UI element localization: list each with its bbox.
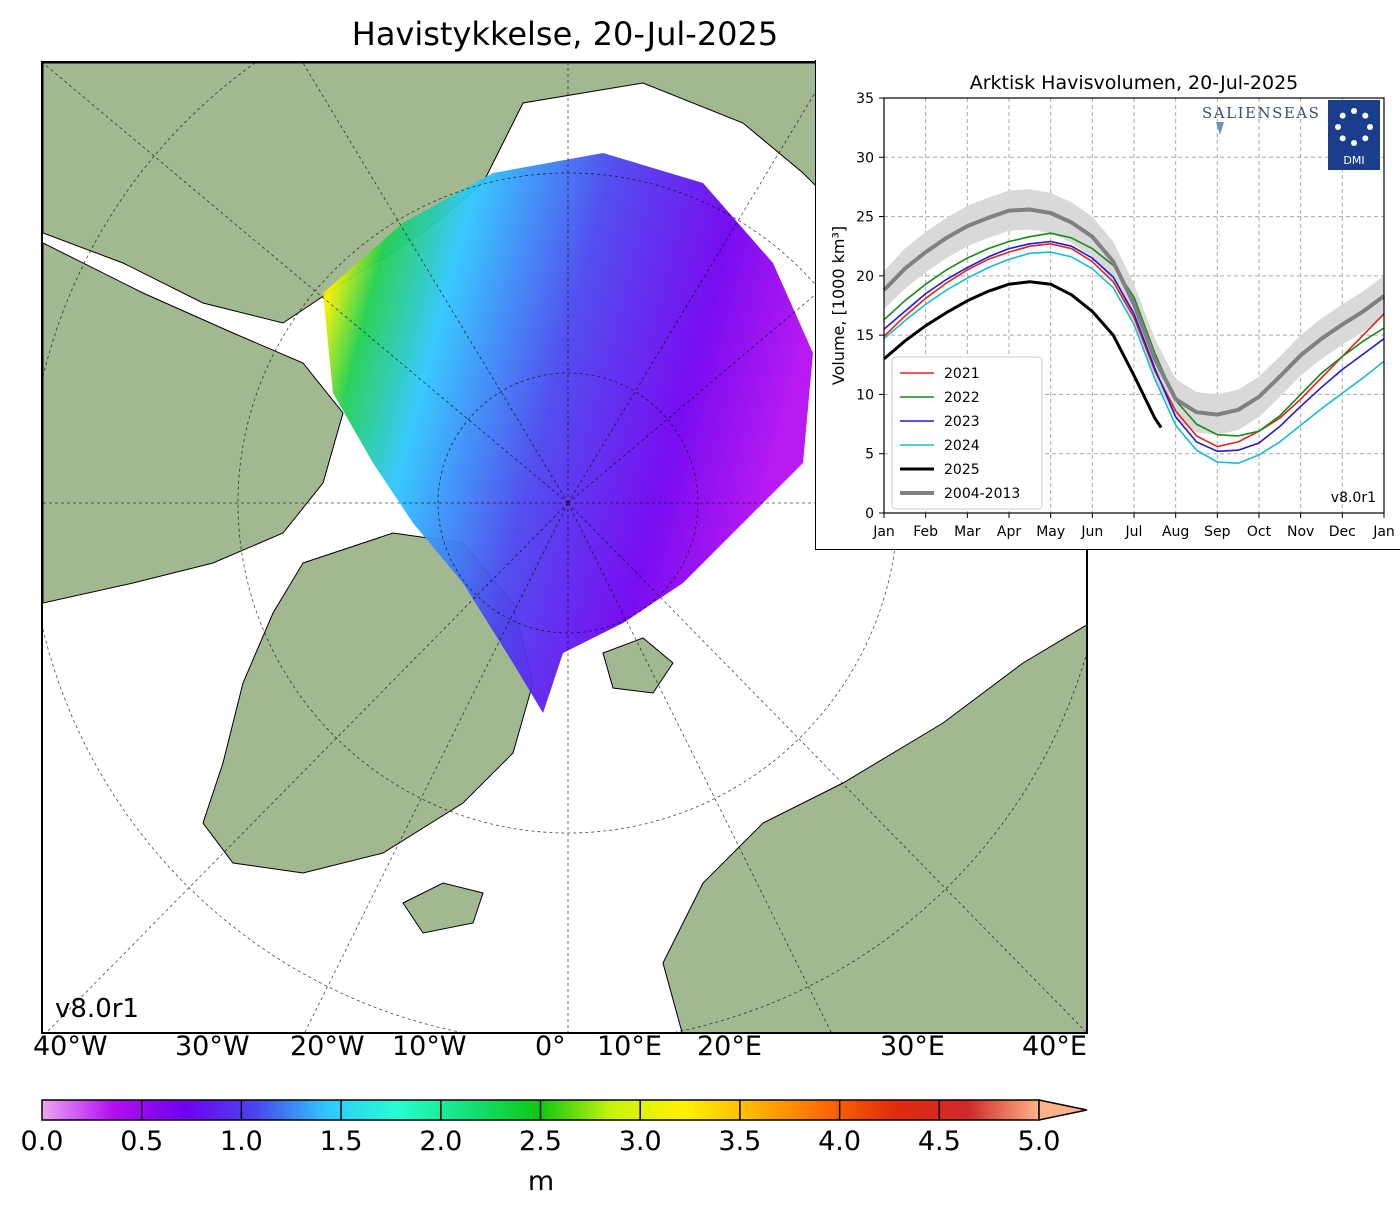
chart-series-line-2024 bbox=[883, 251, 1385, 464]
chart-version-label: v8.0r1 bbox=[1331, 490, 1376, 506]
chart-x-tick-label: Nov bbox=[1287, 524, 1314, 540]
chart-y-tick-label: 0 bbox=[865, 506, 874, 522]
dmi-logo-dot bbox=[1351, 140, 1357, 146]
chart-x-tick-label: Aug bbox=[1162, 524, 1189, 540]
dmi-logo-dot bbox=[1339, 112, 1346, 119]
chart-x-tick-label: Apr bbox=[997, 524, 1021, 540]
chart-series-line-2022 bbox=[883, 232, 1385, 437]
sea-ice-pack bbox=[323, 153, 813, 713]
chart-x-tick-label: Sep bbox=[1204, 524, 1231, 540]
lon-label-40w: 40°W bbox=[33, 1031, 108, 1062]
lon-label-10w: 10°W bbox=[392, 1031, 467, 1062]
chart-y-tick-label: 5 bbox=[865, 447, 874, 463]
lon-label-30e: 30°E bbox=[880, 1031, 945, 1062]
land-iceland bbox=[402, 882, 484, 934]
chart-x-tick-label: Jul bbox=[1125, 524, 1143, 540]
lon-label-30w: 30°W bbox=[175, 1031, 250, 1062]
chart-x-tick-label: Mar bbox=[954, 524, 981, 540]
volume-chart: Arktisk Havisvolumen, 20-Jul-2025 Jan Feb M… bbox=[829, 72, 1395, 540]
colorbar-tick-label: 4.5 bbox=[917, 1126, 961, 1157]
chart-y-tick-label: 35 bbox=[856, 91, 874, 107]
chart-x-tick-label: Jan bbox=[872, 524, 895, 540]
chart-y-tick-label: 20 bbox=[856, 269, 874, 285]
lon-label-40e: 40°E bbox=[1022, 1031, 1087, 1062]
chart-series-line-2023 bbox=[883, 240, 1385, 453]
lon-label-20w: 20°W bbox=[290, 1031, 365, 1062]
chart-x-tick-label: Dec bbox=[1329, 524, 1356, 540]
dmi-logo-dot bbox=[1335, 124, 1341, 130]
chart-y-tick-label: 30 bbox=[856, 150, 874, 166]
chart-legend-label: 2025 bbox=[944, 462, 980, 478]
chart-plot-frame bbox=[883, 97, 1385, 514]
colorbar-tick-label: 5.0 bbox=[1017, 1126, 1061, 1157]
lon-label-10e: 10°E bbox=[597, 1031, 662, 1062]
colorbar-tick-label: 3.5 bbox=[718, 1126, 762, 1157]
chart-legend-label: 2023 bbox=[944, 414, 980, 430]
thickness-colorbar: 0.0 0.5 1.0 1.5 2.0 2.5 3.0 3.5 4.0 4.5 5.0 m bbox=[0, 1090, 1100, 1213]
chart-x-tick-label: Oct bbox=[1247, 524, 1272, 540]
chart-y-axis-label: Volume, [1000 km³] bbox=[829, 226, 848, 385]
map-title: Havistykkelse, 20-Jul-2025 bbox=[351, 15, 779, 53]
dmi-logo-dot bbox=[1351, 108, 1357, 114]
colorbar-tick-label: 1.5 bbox=[319, 1126, 363, 1157]
colorbar-tick-label: 2.0 bbox=[419, 1126, 463, 1157]
chart-y-tick-label: 25 bbox=[856, 210, 874, 226]
dmi-logo-dot bbox=[1362, 135, 1369, 142]
map-canvas bbox=[43, 63, 1086, 1032]
chart-legend-box bbox=[891, 356, 1043, 510]
colorbar-unit: m bbox=[527, 1166, 555, 1197]
chart-x-tick-label: Jun bbox=[1080, 524, 1103, 540]
lon-label-0: 0° bbox=[535, 1031, 566, 1062]
colorbar-extend-arrow bbox=[1038, 1099, 1088, 1121]
chart-y-tick-label: 10 bbox=[856, 387, 874, 403]
chart-legend-label: 2022 bbox=[944, 390, 980, 406]
chart-title: Arktisk Havisvolumen, 20-Jul-2025 bbox=[970, 72, 1299, 94]
dmi-logo-dot bbox=[1362, 112, 1369, 119]
chart-legend-label: 2024 bbox=[944, 438, 980, 454]
colorbar-tick-label: 3.0 bbox=[618, 1126, 662, 1157]
chart-legend-label: 2021 bbox=[944, 366, 980, 382]
chart-x-tick-label: May bbox=[1036, 524, 1065, 540]
colorbar-tick-label: 2.5 bbox=[519, 1126, 562, 1157]
chart-reference-band bbox=[884, 189, 1384, 435]
colorbar-tick-label: 0.5 bbox=[120, 1126, 164, 1157]
colorbar-bar bbox=[41, 1099, 1088, 1121]
salienseas-logo-mark bbox=[1216, 122, 1224, 135]
chart-series-line-2025 bbox=[883, 280, 1163, 429]
volume-chart-inset: Arktisk Havisvolumen, 20-Jul-2025 Jan Feb M… bbox=[815, 60, 1400, 550]
colorbar-tick-label: 1.0 bbox=[219, 1126, 263, 1157]
colorbar-tick-label: 0.0 bbox=[20, 1126, 64, 1157]
salienseas-logo: SALIENSEAS bbox=[1202, 104, 1320, 122]
chart-x-tick-label: Feb bbox=[913, 524, 938, 540]
chart-legend-label: 2004-2013 bbox=[944, 486, 1020, 502]
dmi-logo-dot bbox=[1339, 135, 1346, 142]
land-svalbard bbox=[602, 637, 674, 694]
chart-x-tick-label: Jan bbox=[1372, 524, 1395, 540]
land-scandinavia bbox=[662, 624, 1086, 1032]
land-north-america bbox=[43, 242, 344, 604]
chart-y-tick-label: 15 bbox=[856, 328, 874, 344]
chart-series-line-2004-2013 bbox=[882, 207, 1386, 417]
lon-label-20e: 20°E bbox=[697, 1031, 762, 1062]
dmi-logo-dot bbox=[1367, 124, 1373, 130]
map-version-label: v8.0r1 bbox=[55, 994, 139, 1024]
colorbar-tick-label: 4.0 bbox=[818, 1126, 862, 1157]
chart-series-line-2021 bbox=[883, 243, 1385, 448]
dmi-logo-text: DMI bbox=[1343, 154, 1364, 167]
